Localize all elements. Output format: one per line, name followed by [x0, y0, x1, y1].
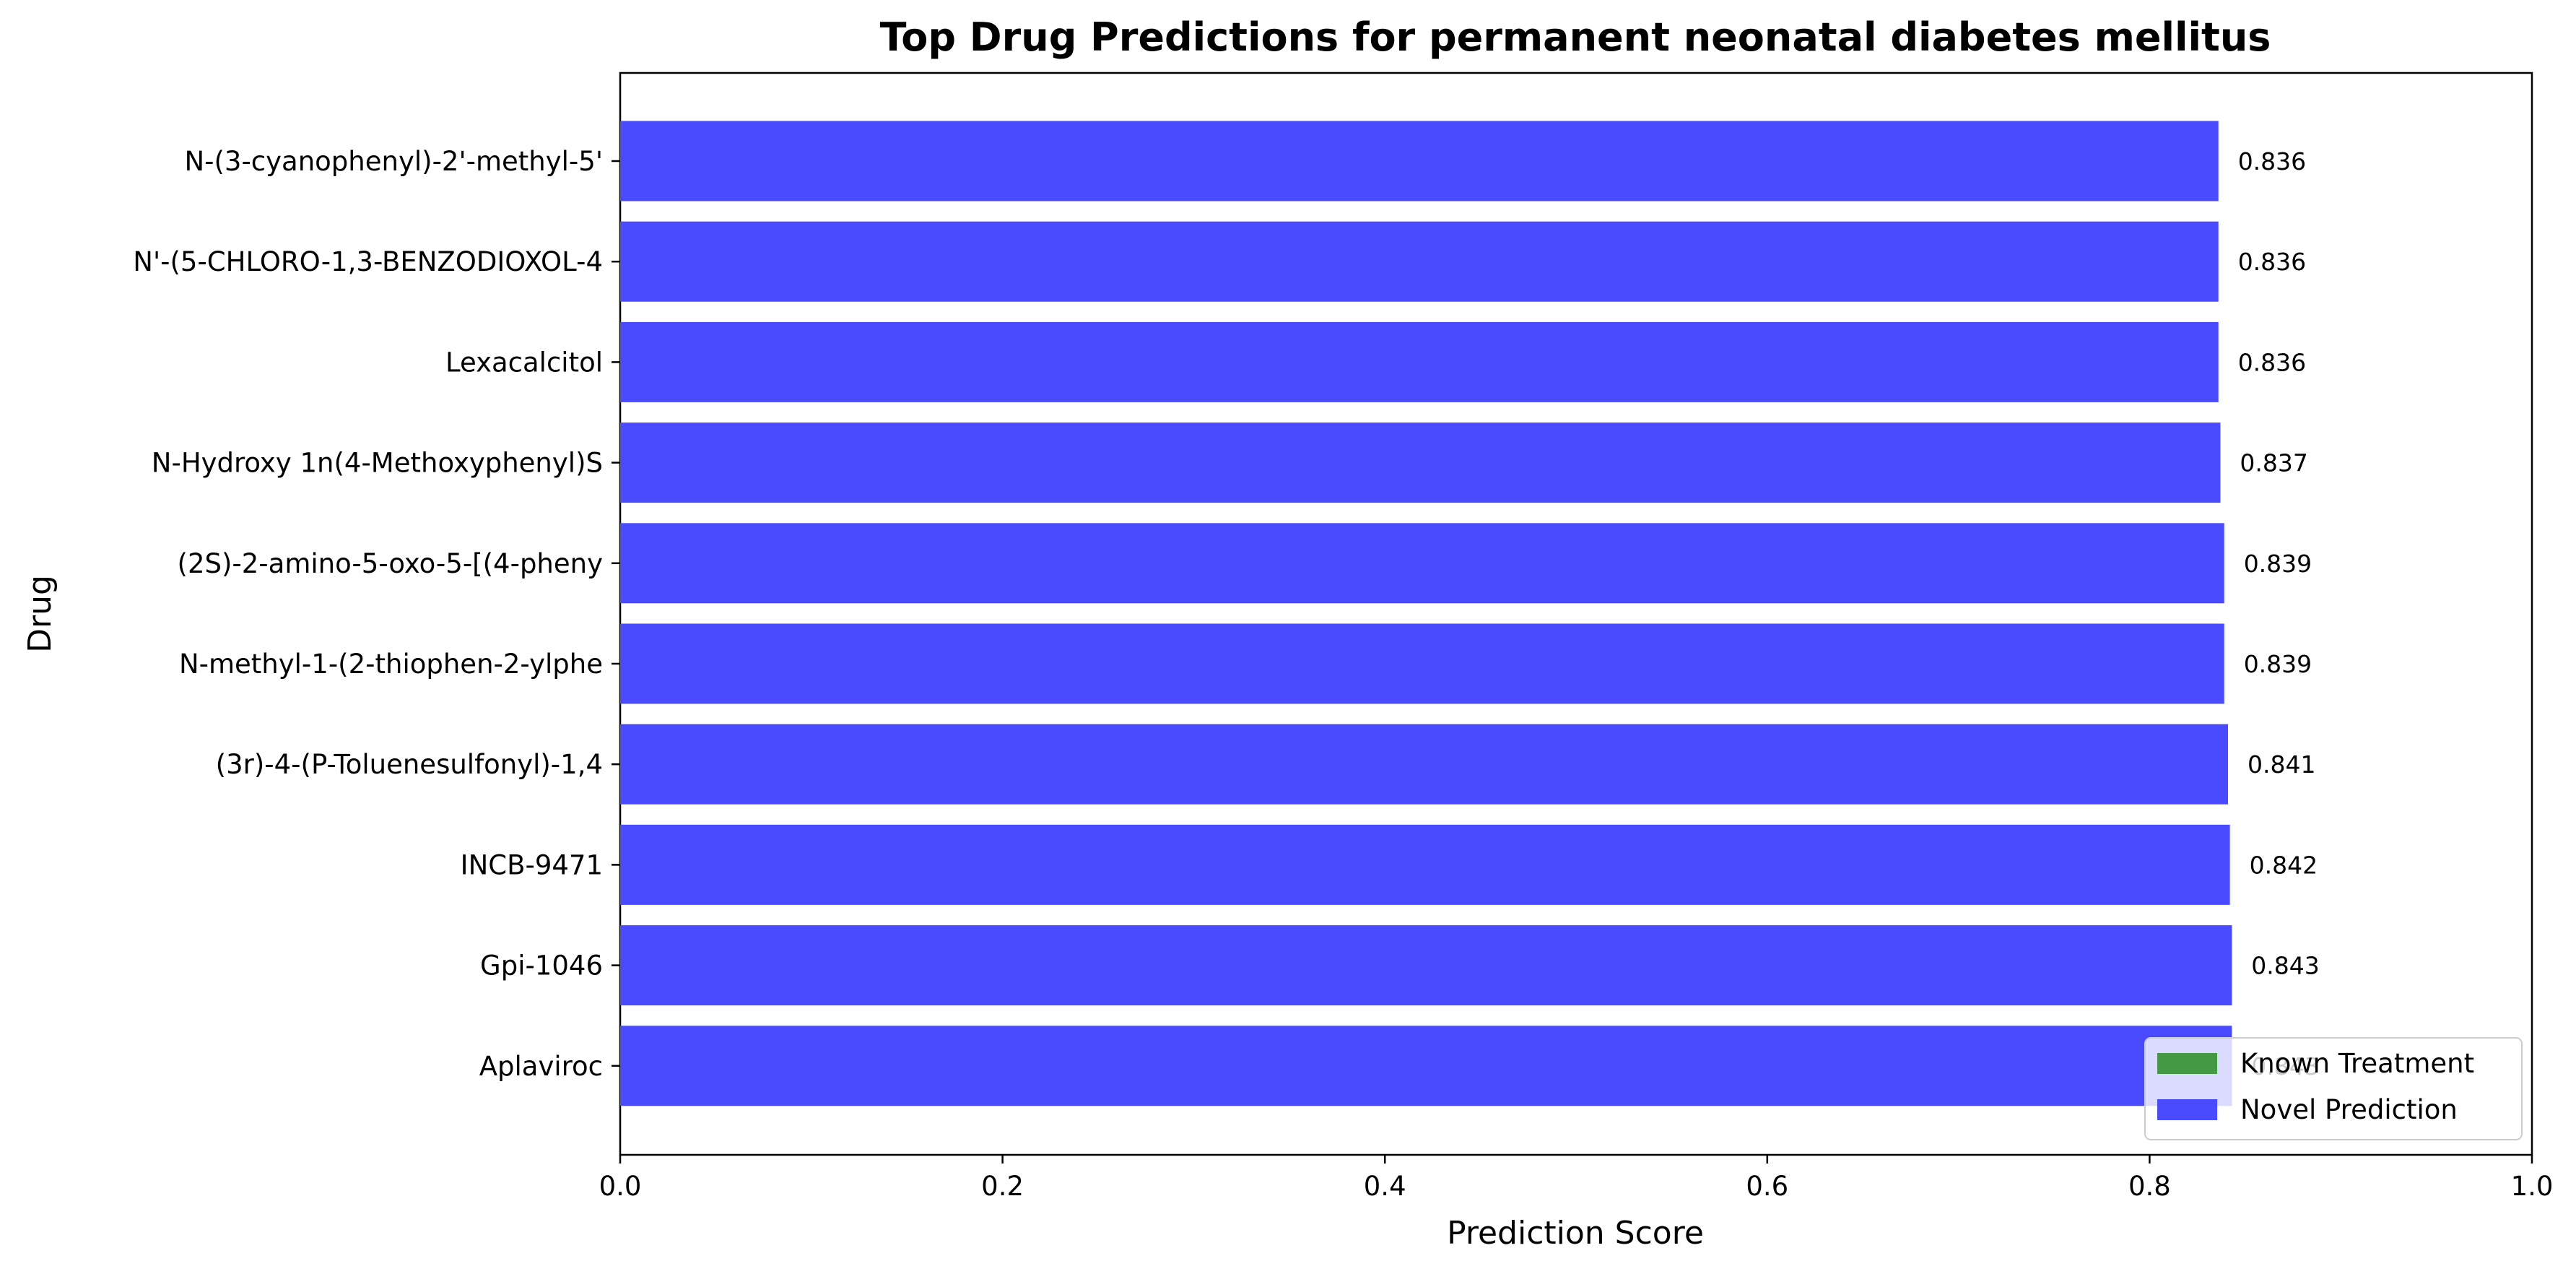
bar-3r-4-p-toluenesulfonyl-1-4 [620, 724, 2228, 805]
y-tick-label-incb-9471: INCB-9471 [461, 849, 603, 880]
bar-n-methyl-1-2-thiophen-2-ylphe [620, 623, 2224, 704]
bar-aplaviroc [620, 1026, 2232, 1106]
bar-lexacalcitol [620, 321, 2219, 402]
bar-gpi-1046 [620, 925, 2232, 1006]
y-tick-label-n-3-cyanophenyl-2-methyl-5: N-(3-cyanophenyl)-2'-methyl-5' [184, 146, 603, 177]
value-label-n-methyl-1-2-thiophen-2-ylphe: 0.839 [2244, 650, 2312, 678]
y-tick-label-n-5-chloro-1-3-benzodioxol-4: N'-(5-CHLORO-1,3-BENZODIOXOL-4 [133, 246, 603, 277]
value-label-n-5-chloro-1-3-benzodioxol-4: 0.836 [2238, 248, 2306, 276]
value-label-gpi-1046: 0.843 [2251, 952, 2319, 980]
value-labels-layer: 0.836 0.836 0.836 0.837 0.839 0.839 0.841 0.842… [2238, 147, 2320, 1080]
x-tick-label-0-8: 0.8 [2128, 1171, 2171, 1202]
bar-n-hydroxy-1n-4-methoxyphenyl-s [620, 422, 2221, 503]
x-tick-label-0-4: 0.4 [1364, 1171, 1406, 1202]
legend-label-known-treatment: Known Treatment [2240, 1048, 2474, 1079]
value-label-n-3-cyanophenyl-2-methyl-5: 0.836 [2238, 147, 2306, 176]
y-axis: N-(3-cyanophenyl)-2'-methyl-5' N'-(5-CHLO… [133, 146, 620, 1082]
y-tick-label-aplaviroc: Aplaviroc [479, 1051, 603, 1082]
legend-swatch-known-treatment [2157, 1053, 2217, 1074]
x-tick-label-1-0: 1.0 [2511, 1171, 2554, 1202]
bars-layer [620, 121, 2232, 1106]
legend-swatch-novel-prediction [2157, 1099, 2217, 1120]
x-axis-label: Prediction Score [1447, 1215, 1704, 1252]
x-tick-label-0-0: 0.0 [599, 1171, 642, 1202]
bar-2s-2-amino-5-oxo-5-4-pheny [620, 523, 2224, 604]
legend: Known Treatment Novel Prediction [2144, 1037, 2523, 1140]
legend-box [2144, 1037, 2523, 1140]
y-tick-label-3r-4-p-toluenesulfonyl-1-4: (3r)-4-(P-Toluenesulfonyl)-1,4 [216, 749, 603, 780]
chart-title: Top Drug Predictions for permanent neona… [880, 14, 2271, 60]
y-tick-label-n-hydroxy-1n-4-methoxyphenyl-s: N-Hydroxy 1n(4-Methoxyphenyl)S [152, 448, 603, 479]
y-tick-label-lexacalcitol: Lexacalcitol [445, 347, 603, 378]
y-axis-label: Drug [22, 575, 58, 653]
x-tick-label-0-2: 0.2 [981, 1171, 1024, 1202]
plot-area-frame [619, 72, 2533, 1156]
bar-n-5-chloro-1-3-benzodioxol-4 [620, 221, 2219, 302]
legend-label-novel-prediction: Novel Prediction [2240, 1094, 2458, 1125]
y-tick-label-gpi-1046: Gpi-1046 [480, 950, 603, 982]
y-tick-label-2s-2-amino-5-oxo-5-4-pheny: (2S)-2-amino-5-oxo-5-[(4-pheny [178, 548, 603, 579]
value-label-3r-4-p-toluenesulfonyl-1-4: 0.841 [2248, 750, 2315, 779]
bar-incb-9471 [620, 824, 2230, 905]
value-label-n-hydroxy-1n-4-methoxyphenyl-s: 0.837 [2240, 449, 2307, 477]
y-tick-label-n-methyl-1-2-thiophen-2-ylphe: N-methyl-1-(2-thiophen-2-ylphe [179, 649, 603, 680]
value-label-incb-9471: 0.842 [2250, 851, 2318, 879]
x-axis: 0.0 0.2 0.4 0.6 0.8 1.0 [599, 1155, 2554, 1202]
value-label-lexacalcitol: 0.836 [2238, 348, 2306, 376]
bar-n-3-cyanophenyl-2-methyl-5 [620, 121, 2219, 202]
x-tick-label-0-6: 0.6 [1746, 1171, 1788, 1202]
value-label-2s-2-amino-5-oxo-5-4-pheny: 0.839 [2244, 550, 2312, 578]
